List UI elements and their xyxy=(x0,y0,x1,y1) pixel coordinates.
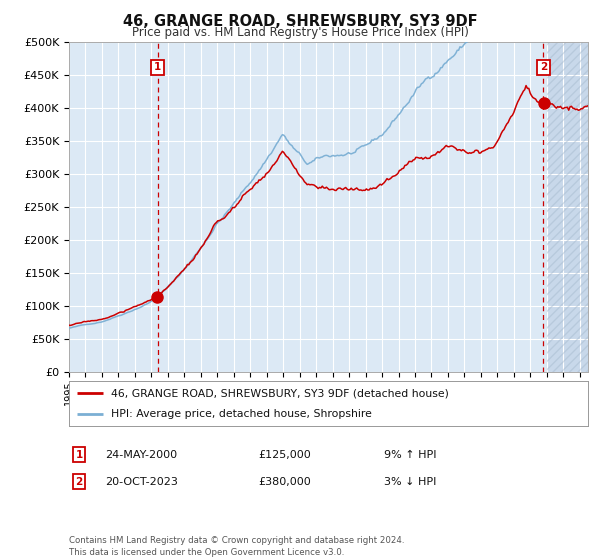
Text: 46, GRANGE ROAD, SHREWSBURY, SY3 9DF: 46, GRANGE ROAD, SHREWSBURY, SY3 9DF xyxy=(122,14,478,29)
Text: 2: 2 xyxy=(540,62,547,72)
Bar xyxy=(547,42,600,372)
Text: 24-MAY-2000: 24-MAY-2000 xyxy=(105,450,177,460)
Text: Contains HM Land Registry data © Crown copyright and database right 2024.
This d: Contains HM Land Registry data © Crown c… xyxy=(69,536,404,557)
Text: £125,000: £125,000 xyxy=(258,450,311,460)
Text: 3% ↓ HPI: 3% ↓ HPI xyxy=(384,477,436,487)
Text: 1: 1 xyxy=(154,62,161,72)
Text: 20-OCT-2023: 20-OCT-2023 xyxy=(105,477,178,487)
Text: HPI: Average price, detached house, Shropshire: HPI: Average price, detached house, Shro… xyxy=(110,409,371,419)
Text: 46, GRANGE ROAD, SHREWSBURY, SY3 9DF (detached house): 46, GRANGE ROAD, SHREWSBURY, SY3 9DF (de… xyxy=(110,388,448,398)
Text: £380,000: £380,000 xyxy=(258,477,311,487)
Text: Price paid vs. HM Land Registry's House Price Index (HPI): Price paid vs. HM Land Registry's House … xyxy=(131,26,469,39)
Text: 1: 1 xyxy=(76,450,83,460)
Text: 2: 2 xyxy=(76,477,83,487)
Bar xyxy=(547,42,600,372)
Text: 9% ↑ HPI: 9% ↑ HPI xyxy=(384,450,437,460)
